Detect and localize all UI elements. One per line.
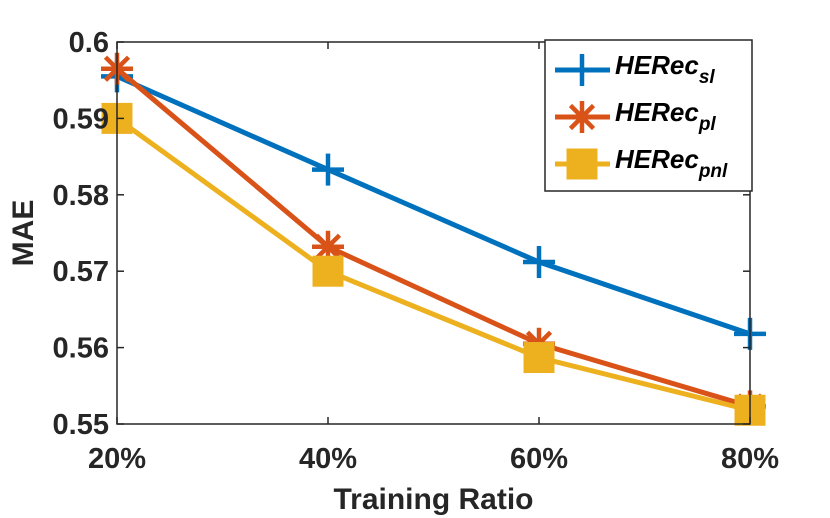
legend-marker bbox=[566, 148, 598, 180]
series-line bbox=[115, 116, 751, 413]
y-tick-label: 0.55 bbox=[53, 409, 109, 441]
x-tick-label: 40% bbox=[299, 443, 357, 475]
y-tick-label: 0.56 bbox=[53, 333, 109, 365]
y-tick-label: 0.59 bbox=[53, 103, 109, 135]
y-tick-label: 0.58 bbox=[53, 180, 109, 212]
x-tick-label: 60% bbox=[510, 443, 568, 475]
series-line bbox=[115, 66, 751, 409]
legend-marker bbox=[566, 54, 598, 86]
y-tick-label: 0.6 bbox=[69, 27, 109, 59]
series-line bbox=[115, 74, 751, 337]
data-point bbox=[523, 342, 555, 374]
x-tick-label: 20% bbox=[88, 443, 146, 475]
y-axis-label: MAE bbox=[7, 200, 40, 267]
x-tick-label: 80% bbox=[721, 443, 779, 475]
data-point bbox=[312, 153, 344, 186]
legend-marker bbox=[566, 101, 598, 133]
y-tick-label: 0.57 bbox=[53, 256, 109, 288]
axes-layer: 0.55 0.56 0.57 0.58 0.59 0.6 20% 40% 60% 80% Train… bbox=[7, 27, 779, 516]
plot-frame bbox=[116, 41, 751, 425]
x-axis-label: Training Ratio bbox=[333, 483, 533, 516]
data-point bbox=[523, 246, 555, 279]
data-point bbox=[312, 255, 344, 287]
